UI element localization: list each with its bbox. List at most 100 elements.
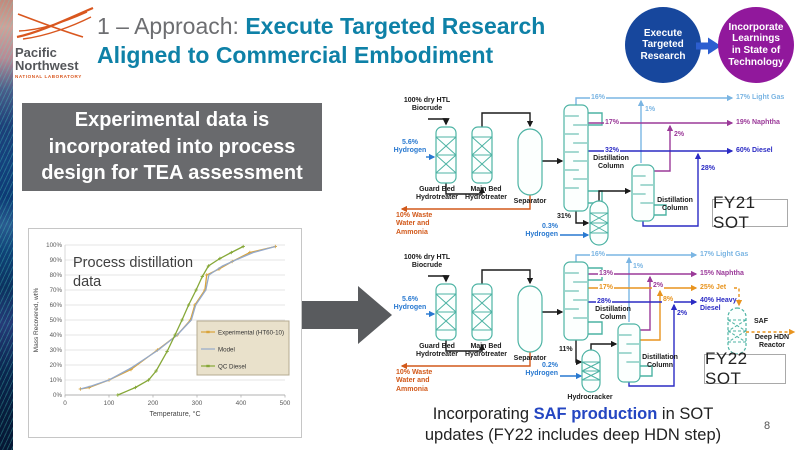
y-tick-label: 0% — [53, 392, 62, 399]
fy21-diesel-out-label: 60% Diesel — [736, 147, 773, 154]
fy22-hc-hydrogen-label: 0.2% Hydrogen — [525, 362, 558, 378]
fy22-naphtha-pct-label: 13% — [598, 270, 615, 278]
fy22-waste-label: 10% Waste Water and Ammonia — [396, 369, 433, 393]
fy21-light-gas-recycle-label: 1% — [644, 106, 657, 114]
fy21-light-gas-pct-label: 16% — [590, 94, 607, 102]
process-distillation-chart: 0% 10% 20% 30% 40% 50% 60% 70% 80% 90% 100% 0 100 200… — [28, 228, 302, 438]
left-photo-strip — [0, 0, 13, 450]
stream-line — [654, 204, 667, 216]
fy21-hydrogen-label: 5.6% Hydrogen — [393, 139, 427, 155]
fy21-main-bed-label: Main Bed Hydrotreater — [464, 186, 507, 202]
y-tick-label: 40% — [50, 332, 63, 339]
caption-line1: Incorporating SAF production in SOT — [398, 404, 748, 425]
stream-line — [575, 251, 698, 262]
cycle-circle-incorporate-learnings: Incorporate Learnings in State of Techno… — [718, 7, 794, 83]
fy21-canvas — [400, 94, 734, 246]
title-emphasis-line1: Execute Targeted Research — [245, 13, 546, 39]
fy21-diesel-recycle-label: 28% — [700, 165, 717, 173]
stream-line — [628, 303, 678, 387]
y-tick-label: 30% — [50, 347, 63, 354]
fy22-jet-recycle-label: 8% — [662, 296, 675, 304]
distillation-chart-canvas: 0% 10% 20% 30% 40% 50% 60% 70% 80% 90% 100% 0 100 200… — [33, 242, 291, 418]
fy21-dist-col-2-label: Distillation Column — [657, 197, 693, 213]
y-tick-label: 20% — [50, 362, 63, 369]
fy22-guard-bed-label: Guard Bed Hydrotreater — [415, 343, 458, 359]
y-tick-label: 60% — [50, 302, 63, 309]
bottom-caption: Incorporating SAF production in SOT upda… — [398, 404, 748, 445]
fy22-deep-hdn-label: Deep HDN Reactor — [754, 334, 790, 350]
cycle-circle-execute-research: Execute Targeted Research — [625, 7, 701, 83]
caption-line2: updates (FY22 includes deep HDN step) — [424, 425, 722, 444]
stream-line — [428, 275, 450, 283]
chart-series-2 — [117, 245, 244, 396]
fy21-guard-bed-label: Guard Bed Hydrotreater — [415, 186, 458, 202]
fy22-biocrude-label: 100% dry HTL Biocrude — [403, 254, 451, 270]
stream-line — [575, 211, 590, 227]
fy21-process-diagram: 100% dry HTL Biocrude 5.6% Hydrogen Guard … — [392, 93, 800, 255]
fy22-light-gas-out-label: 17% Light Gas — [700, 251, 749, 258]
caption-pre: Incorporating — [432, 405, 534, 423]
fy21-naphtha-pct-label: 17% — [604, 119, 621, 127]
logo-wordmark: Pacific Northwest — [15, 46, 97, 73]
stream-line — [481, 112, 534, 128]
fy21-dist-col-1-label: Distillation Column — [593, 155, 629, 171]
title-emphasis-line2: Aligned to Commercial Embodiment — [97, 41, 494, 68]
logo-word-northwest: Northwest — [15, 58, 79, 74]
fy21-waste-label: 10% Waste Water and Ammonia — [396, 212, 433, 236]
x-tick-label: 200 — [148, 400, 159, 407]
chart-title-line: Process distillation — [73, 255, 193, 271]
page-number: 8 — [764, 420, 771, 432]
fy22-naphtha-recycle-label: 2% — [652, 282, 665, 290]
slide-title: 1 – Approach: Execute Targeted Research … — [97, 12, 617, 70]
fy22-light-gas-pct-label: 16% — [590, 251, 607, 259]
stream-line — [640, 275, 654, 331]
fy22-main-bed-label: Main Bed Hydrotreater — [464, 343, 507, 359]
caption-post: in SOT — [657, 405, 714, 423]
stream-line — [575, 94, 734, 105]
y-tick-label: 80% — [50, 272, 63, 279]
caption-emphasis: SAF production — [533, 405, 658, 423]
cycle-arrow-icon — [696, 37, 721, 55]
fy22-light-gas-recycle-label: 1% — [632, 263, 645, 271]
stream-line — [588, 112, 603, 126]
x-axis-label: Temperature, °C — [149, 410, 200, 418]
fy22-diesel-out-label: 40% Heavy Diesel — [700, 297, 737, 313]
stream-line — [481, 269, 534, 285]
stream-line — [642, 152, 702, 227]
fy22-hydrocracker-label: Hydrocracker — [567, 394, 613, 401]
fy21-distillation-column-1 — [563, 104, 589, 212]
fy22-dist-col-2-label: Distillation Column — [642, 354, 678, 370]
y-tick-label: 70% — [50, 287, 63, 294]
callout-box: Experimental data is incorporated into p… — [22, 103, 322, 191]
fy21-naphtha-out-label: 19% Naphtha — [736, 119, 780, 126]
x-tick-label: 500 — [280, 400, 291, 407]
fy21-biocrude-label: 100% dry HTL Biocrude — [403, 97, 451, 113]
fy22-hydrogen-label: 5.6% Hydrogen — [393, 296, 427, 312]
stream-line — [400, 195, 531, 213]
flow-arrow-icon — [302, 286, 392, 344]
fy22-process-diagram: 100% dry HTL Biocrude 5.6% Hydrogen Guard … — [392, 250, 800, 412]
fy21-tag: FY21 SOT — [712, 193, 788, 232]
stream-line — [588, 321, 603, 335]
stream-line — [445, 340, 486, 352]
fy22-separator-label: Separator — [513, 355, 547, 362]
fy21-naphtha-recycle-label: 2% — [673, 131, 686, 139]
y-tick-label: 10% — [50, 377, 63, 384]
fy22-saf-label: SAF — [754, 318, 768, 325]
fy21-distillation-column-2 — [631, 164, 655, 222]
x-tick-label: 400 — [236, 400, 247, 407]
fy22-tag: FY22 SOT — [704, 349, 786, 388]
stream-line — [400, 352, 531, 370]
stream-line — [445, 183, 486, 195]
legend-entry: Model — [218, 346, 235, 353]
y-tick-label: 90% — [50, 257, 63, 264]
fy22-diesel-recycle-label: 2% — [676, 310, 689, 318]
x-tick-label: 100 — [104, 400, 115, 407]
legend-entry: QC Diesel — [218, 363, 246, 370]
x-tick-label: 0 — [63, 400, 67, 407]
stream-line — [575, 340, 583, 366]
fy22-distillation-column-1 — [563, 261, 589, 341]
y-tick-label: 50% — [50, 317, 63, 324]
fy22-canvas — [400, 251, 796, 393]
